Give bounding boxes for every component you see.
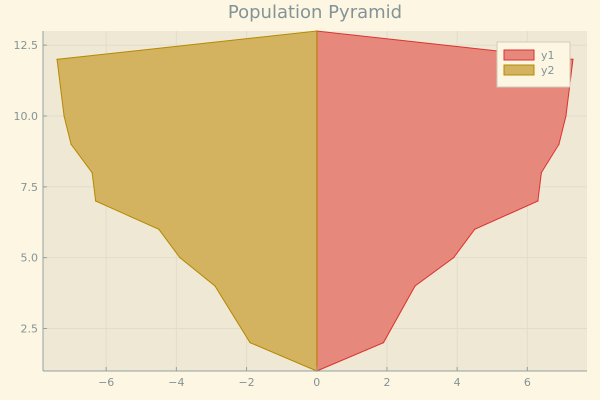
y-tick-label: 5.0 [21,252,39,265]
data-point-y2-7 [70,143,72,145]
data-point-y2-4 [158,228,160,230]
data-point-y2-6 [91,172,93,174]
legend-label-y2: y2 [541,64,555,77]
data-point-y2-10 [56,58,58,60]
data-point-y1-4 [474,228,476,230]
x-tick-label: 2 [383,376,390,389]
y-tick-label: 10.0 [14,110,39,123]
x-tick-label: −2 [238,376,254,389]
data-point-y2-8 [63,115,65,117]
legend-swatch-y1 [503,49,535,61]
y-tick-label: 7.5 [21,181,39,194]
data-point-y1-1 [382,342,385,344]
x-tick-label: −6 [98,376,114,389]
y-ticks: 2.5 5.0 7.5 10.0 12.5 [14,39,47,336]
y-tick-label: 2.5 [21,323,39,336]
axes [42,31,587,372]
data-point-y1-6 [540,172,542,174]
x-tick-label: 4 [454,376,461,389]
data-point-y1-2 [414,285,416,287]
data-point-y2-3 [179,257,181,259]
legend-swatch-y2 [503,64,535,76]
data-point-y2-1 [249,342,251,344]
data-point-y2-2 [214,285,216,287]
legend-label-y1: y1 [541,49,555,62]
data-point-y2-11 [316,30,318,32]
x-tick-label: 6 [524,376,531,389]
chart-title: Population Pyramid [228,2,402,23]
data-point-y1-7 [558,143,560,145]
data-point-y1-3 [453,257,455,259]
x-ticks: −6 −4 −2 0 2 4 6 [98,367,531,389]
data-point-y1-9 [572,58,574,60]
data-point-y2-9 [59,87,62,89]
x-tick-label: 0 [313,376,320,389]
data-point-y2-5 [95,200,97,202]
x-tick-label: −4 [168,376,184,389]
y-tick-label: 12.5 [14,39,39,52]
series-layer [56,30,574,372]
data-point-y1-5 [537,200,539,202]
data-point-y1-8 [565,115,567,117]
